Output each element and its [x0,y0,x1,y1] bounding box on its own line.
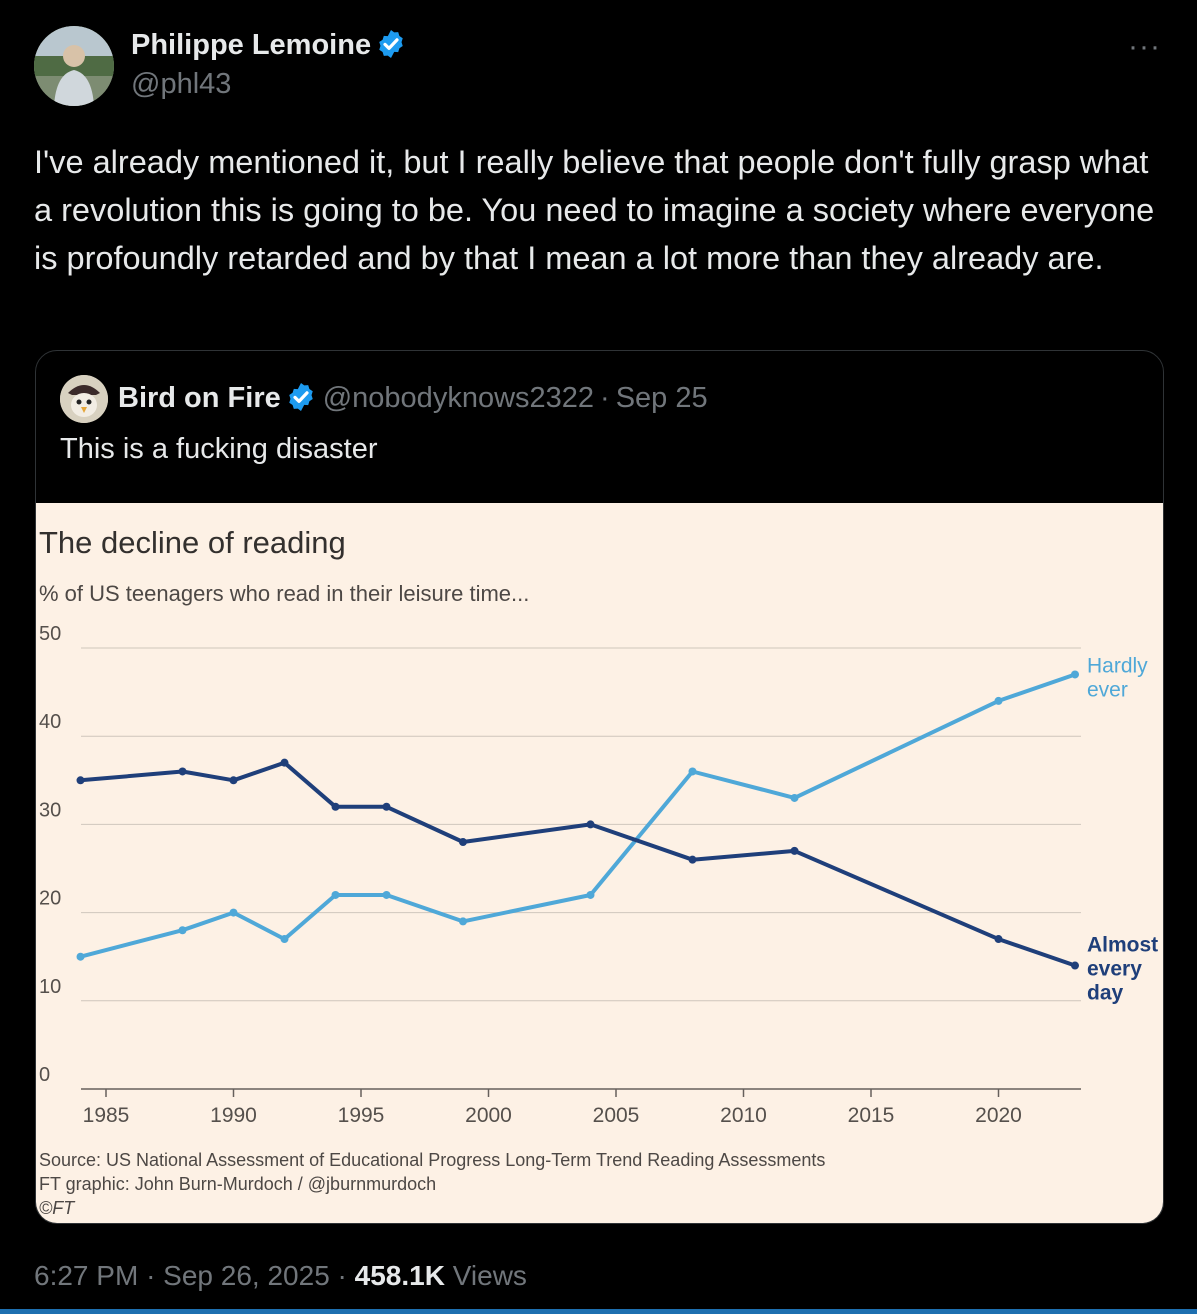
chart-source-line: Source: US National Assessment of Educat… [39,1150,825,1170]
bottom-accent-bar [0,1309,1197,1314]
data-point-almost-every-day-1994 [331,802,340,811]
quote-chart-image[interactable]: The decline of reading % of US teenagers… [36,503,1163,1223]
chart-source-line: FT graphic: John Burn-Murdoch / @jburnmu… [39,1174,436,1194]
author-avatar-image [34,26,114,106]
data-point-hardly-ever-2023 [1071,670,1079,679]
quote-author-row[interactable]: Bird on Fire @nobodyknows2322 · Sep 25 [118,381,708,415]
footer-separator: · [146,1260,156,1291]
x-tick-label-2015: 2015 [848,1104,895,1127]
series-label-hardly-ever: Hardly [1087,654,1148,677]
x-tick-label-2000: 2000 [465,1104,512,1127]
data-point-almost-every-day-2020 [994,935,1003,944]
quote-avatar-image [60,375,108,423]
tweet-time[interactable]: 6:27 PM [34,1260,139,1291]
x-tick-label-2020: 2020 [975,1104,1022,1127]
series-line-hardly-ever [79,672,1076,959]
footer-separator: · [337,1260,347,1291]
tweet-timestamp-row: 6:27 PM · Sep 26, 2025 · 458.1K Views [34,1260,527,1292]
reading-chart: The decline of reading % of US teenagers… [39,525,1158,1218]
quote-author-name[interactable]: Bird on Fire [118,382,281,414]
y-tick-label-30: 30 [39,799,61,821]
more-options-icon[interactable]: ··· [1128,30,1161,63]
x-tick-label-2010: 2010 [720,1104,767,1127]
author-handle[interactable]: @phl43 [131,68,232,100]
author-avatar[interactable] [34,26,114,106]
data-point-hardly-ever-2012 [790,793,799,802]
quoted-tweet-card[interactable]: Bird on Fire @nobodyknows2322 · Sep 25 This… [35,350,1164,1224]
data-point-almost-every-day-2012 [790,846,799,855]
x-tick-label-2005: 2005 [593,1104,640,1127]
data-point-almost-every-day-1999 [459,838,467,847]
tweet-date[interactable]: Sep 26, 2025 [163,1260,330,1291]
data-point-almost-every-day-2023 [1071,961,1079,970]
quote-date[interactable]: Sep 25 [615,382,708,414]
quote-author-avatar[interactable] [60,375,108,423]
quote-author-handle[interactable]: @nobodyknows2322 [322,382,595,414]
data-point-hardly-ever-1994 [331,890,340,899]
series-label-almost-every-day: Almost [1087,934,1158,957]
y-tick-label-0: 0 [39,1064,50,1086]
x-tick-label-1990: 1990 [210,1104,257,1127]
data-point-almost-every-day-1988 [178,767,187,776]
data-point-hardly-ever-1996 [382,890,391,899]
views-count[interactable]: 458.1K [354,1260,445,1291]
data-point-almost-every-day-1996 [382,802,391,811]
data-point-hardly-ever-2008 [688,767,697,776]
chart-source-line: ©FT [39,1198,76,1218]
views-label: Views [452,1260,527,1291]
quote-separator: · [600,382,610,414]
chart-subtitle: % of US teenagers who read in their leis… [39,581,529,606]
y-tick-label-50: 50 [39,623,61,645]
verified-badge-icon [379,30,403,58]
quote-verified-badge-icon [289,383,313,411]
data-point-almost-every-day-2008 [688,855,697,864]
quote-text: This is a fucking disaster [60,433,378,465]
y-tick-label-40: 40 [39,711,61,733]
data-point-almost-every-day-1992 [280,758,289,767]
data-point-hardly-ever-1999 [459,917,467,926]
data-point-hardly-ever-1992 [280,935,289,944]
y-tick-label-10: 10 [39,976,61,998]
series-label-hardly-ever: ever [1087,678,1128,701]
x-tick-label-1995: 1995 [338,1104,385,1127]
data-point-hardly-ever-1988 [178,926,187,935]
x-tick-label-1985: 1985 [83,1104,130,1127]
author-name[interactable]: Philippe Lemoine [131,29,372,61]
data-point-hardly-ever-2004 [586,890,595,899]
author-name-row[interactable]: Philippe Lemoine [131,28,407,62]
tweet-text: I've already mentioned it, but I really … [34,144,1155,276]
data-point-hardly-ever-1984 [76,952,85,961]
series-label-almost-every-day: every [1087,958,1142,981]
chart-title: The decline of reading [39,525,346,560]
data-point-hardly-ever-1990 [229,908,238,917]
series-line-almost-every-day [80,760,1076,968]
data-point-almost-every-day-2004 [586,820,595,829]
y-tick-label-20: 20 [39,888,61,910]
data-point-almost-every-day-1984 [76,776,85,785]
data-point-hardly-ever-2020 [994,696,1003,705]
data-point-almost-every-day-1990 [229,776,238,785]
series-label-almost-every-day: day [1087,982,1124,1005]
